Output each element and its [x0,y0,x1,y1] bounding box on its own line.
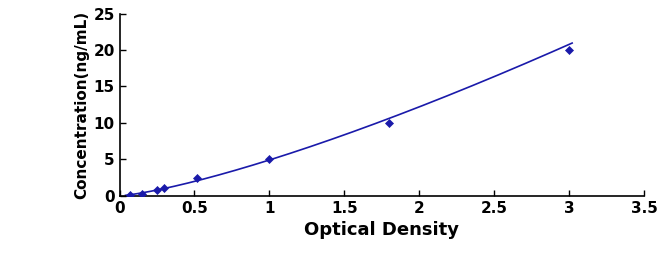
Y-axis label: Concentration(ng/mL): Concentration(ng/mL) [74,11,89,199]
X-axis label: Optical Density: Optical Density [304,221,459,239]
